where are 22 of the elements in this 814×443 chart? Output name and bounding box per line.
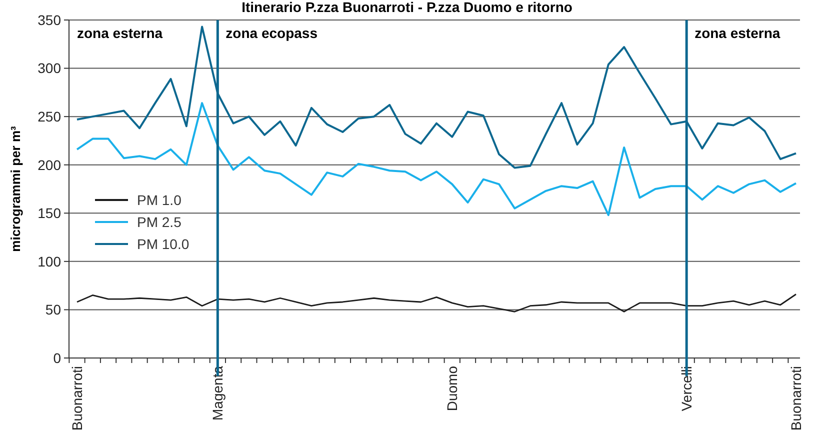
annotation: zona esterna [77, 25, 163, 41]
x-tick-label: Magenta [210, 366, 226, 420]
ref-line-label: zona esterna [694, 25, 780, 41]
ref-line-label: zona ecopass [226, 25, 318, 41]
y-tick-label: 100 [38, 253, 62, 270]
y-tick-label: 150 [38, 205, 62, 222]
chart-title: Itinerario P.zza Buonarroti - P.zza Duomo e ritorno [242, 0, 572, 15]
y-tick-label: 300 [38, 60, 62, 76]
y-tick-label: 350 [38, 12, 62, 28]
legend-label: PM 1.0 [137, 192, 182, 208]
x-tick-label: Buonarroti [68, 366, 85, 431]
legend-label: PM 2.5 [137, 214, 182, 230]
x-tick-label: Duomo [444, 366, 460, 412]
y-tick-label: 200 [38, 156, 62, 173]
x-tick-label: Buonarroti [788, 366, 804, 431]
y-tick-label: 0 [53, 350, 62, 366]
legend-label: PM 10.0 [137, 236, 190, 252]
y-tick-label: 250 [38, 108, 62, 124]
y-axis-title: microgrammi per m³ [8, 125, 23, 252]
y-tick-label: 50 [45, 302, 62, 318]
line-series [76, 294, 797, 312]
line-series [76, 102, 797, 216]
